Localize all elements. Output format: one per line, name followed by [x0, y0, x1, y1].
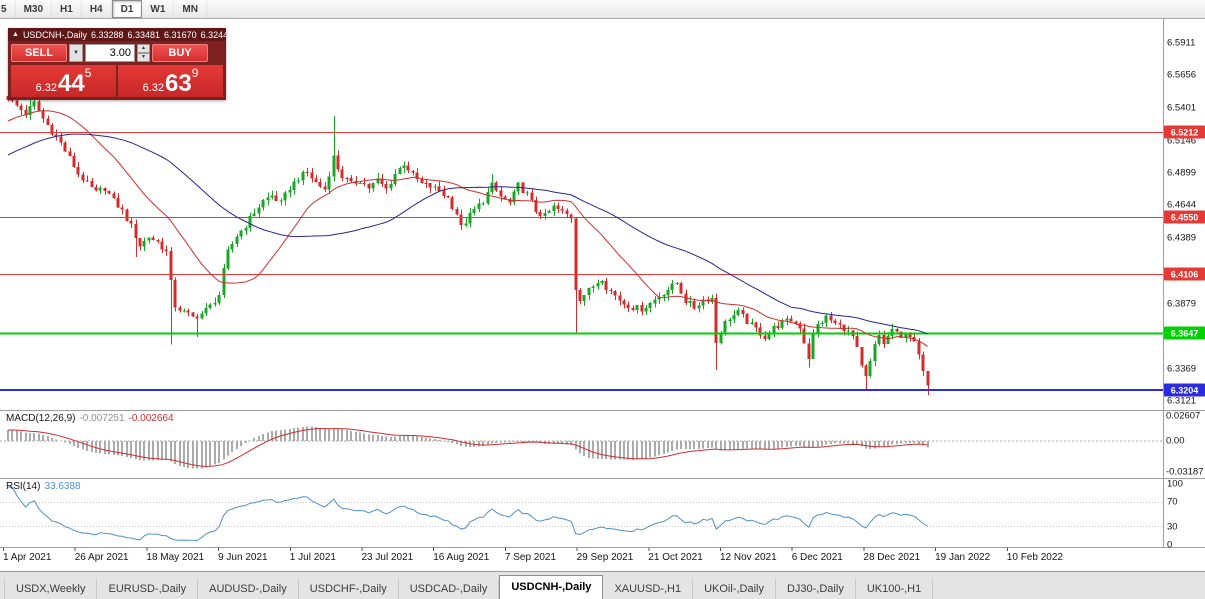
volume-input[interactable] [85, 44, 135, 62]
timeframe-w1[interactable]: W1 [142, 0, 175, 18]
collapse-icon[interactable]: ▲ [12, 31, 19, 38]
price-axis-tick: 6.4389 [1167, 232, 1197, 244]
date-axis-label: 16 Aug 2021 [433, 552, 490, 563]
symbol-period-label: USDCNH-,Daily [22, 29, 87, 40]
chart-info-bar[interactable]: ▲ USDCNH-,Daily 6.33288 6.33481 6.31670 … [8, 28, 226, 41]
bid-prefix: 6.32 [35, 82, 58, 94]
macd-label: MACD(12,26,9) -0.007251 -0.002664 [6, 413, 174, 424]
date-axis-label: 7 Sep 2021 [504, 552, 557, 563]
price-axis-tick: 6.5656 [1167, 69, 1197, 81]
chart-region: ▲ USDCNH-,Daily 6.33288 6.33481 6.31670 … [0, 19, 1205, 571]
price-axis-tick: 6.5911 [1167, 37, 1196, 49]
price-axis-tick: 6.3121 [1167, 395, 1197, 407]
chart-tab-usdchf-daily[interactable]: USDCHF-,Daily [299, 579, 399, 599]
ask-prefix: 6.32 [142, 82, 165, 94]
chart-tabbar: USDX,Weekly EURUSD-,Daily AUDUSD-,Daily USD… [0, 571, 1205, 599]
price-level-badge: 6.4550 [1164, 210, 1205, 224]
date-axis-label: 9 Jun 2021 [218, 552, 268, 563]
price-level-badge: 6.3204 [1164, 383, 1205, 397]
rsi-axis-tick: 30 [1167, 521, 1178, 533]
chart-tab-dj30-daily[interactable]: DJ30-,Daily [776, 579, 856, 599]
ohlc-high: 6.33481 [127, 29, 161, 40]
chart-tab-uk100-h1[interactable]: UK100-,H1 [856, 579, 934, 599]
chart-tab-audusd-daily[interactable]: AUDUSD-,Daily [198, 579, 299, 599]
ohlc-open: 6.33288 [90, 29, 124, 40]
date-axis-label: 12 Nov 2021 [720, 552, 777, 563]
rsi-axis-tick: 70 [1167, 496, 1178, 508]
date-axis-label: 10 Feb 2022 [1006, 552, 1063, 563]
timeframe-5[interactable]: 5 [0, 0, 16, 18]
date-axis-label: 18 May 2021 [146, 552, 205, 563]
timeframe-d1[interactable]: D1 [111, 0, 143, 18]
price-axis-tick: 6.5146 [1167, 135, 1197, 147]
buy-button[interactable]: BUY [152, 44, 208, 62]
date-axis-label: 26 Apr 2021 [74, 552, 129, 563]
rsi-axis-tick: 0 [1167, 539, 1173, 551]
date-axis-label: 29 Sep 2021 [576, 552, 634, 563]
date-axis-label: 28 Dec 2021 [863, 552, 921, 563]
date-axis-label: 1 Apr 2021 [3, 552, 52, 563]
rsi-name: RSI(14) [6, 481, 41, 492]
macd-main-value: -0.007251 [79, 413, 125, 424]
ask-big-digits: 63 [165, 70, 192, 97]
date-axis-label: 19 Jan 2022 [935, 552, 991, 563]
trade-controls-row: SELL ▼ ▲ ▼ BUY [8, 41, 226, 65]
volume-up-button[interactable]: ▲ [137, 44, 150, 53]
price-axis-tick: 6.5401 [1167, 102, 1197, 114]
price-level-badge: 6.5212 [1164, 125, 1205, 139]
quote-row: 6.32 44 5 6.32 63 9 [8, 65, 226, 100]
bid-pip-digit: 5 [84, 66, 92, 80]
date-axis-label: 1 Jul 2021 [289, 552, 336, 563]
bid-big-digits: 44 [58, 70, 85, 97]
chart-tab-usdcnh-daily[interactable]: USDCNH-,Daily [499, 575, 604, 599]
timeframe-h1[interactable]: H1 [52, 0, 82, 18]
chart-tab-xauusd-h1[interactable]: XAUUSD-,H1 [603, 579, 694, 599]
volume-stepper: ▲ ▼ [137, 44, 150, 62]
price-level-badge: 6.3647 [1164, 326, 1205, 340]
timeframe-mn[interactable]: MN [174, 0, 207, 18]
timeframe-h4[interactable]: H4 [82, 0, 112, 18]
price-axis-tick: 6.4899 [1167, 167, 1197, 179]
macd-axis-tick: 0.02607 [1166, 410, 1201, 422]
macd-name: MACD(12,26,9) [6, 413, 76, 424]
price-axis-tick: 6.4644 [1167, 199, 1197, 211]
chart-tab-ukoil-daily[interactable]: UKOil-,Daily [693, 579, 776, 599]
price-axis-tick: 6.3879 [1167, 298, 1197, 310]
chart-tab-usdx-weekly[interactable]: USDX,Weekly [4, 579, 98, 599]
sell-button[interactable]: SELL [11, 44, 67, 62]
rsi-axis-tick: 100 [1167, 478, 1183, 490]
ohlc-low: 6.31670 [164, 29, 197, 40]
chart-canvas[interactable] [0, 19, 1205, 571]
macd-signal-value: -0.002664 [128, 413, 174, 424]
volume-dropdown[interactable]: ▼ [69, 44, 83, 62]
rsi-value: 33.6388 [44, 481, 81, 492]
date-axis-label: 6 Dec 2021 [791, 552, 843, 563]
ask-price[interactable]: 6.32 63 9 [118, 65, 223, 97]
date-axis-label: 23 Jul 2021 [361, 552, 414, 563]
bid-price[interactable]: 6.32 44 5 [11, 65, 116, 97]
timeframe-toolbar: 5 M30 H1 H4 D1 W1 MN [0, 0, 1205, 19]
rsi-label: RSI(14) 33.6388 [6, 481, 81, 492]
one-click-trade-panel: ▲ USDCNH-,Daily 6.33288 6.33481 6.31670 … [8, 28, 226, 100]
chart-tab-usdcad-daily[interactable]: USDCAD-,Daily [399, 579, 500, 599]
volume-down-button[interactable]: ▼ [137, 53, 150, 62]
date-axis-label: 21 Oct 2021 [648, 552, 703, 563]
chart-tab-eurusd-daily[interactable]: EURUSD-,Daily [97, 579, 199, 599]
macd-axis-tick: 0.00 [1166, 435, 1185, 447]
macd-axis-tick: -0.03187 [1166, 466, 1204, 477]
timeframe-m30[interactable]: M30 [16, 0, 53, 18]
price-axis-tick: 6.3369 [1167, 363, 1197, 375]
ask-pip-digit: 9 [191, 66, 199, 80]
price-level-badge: 6.4106 [1164, 267, 1205, 281]
